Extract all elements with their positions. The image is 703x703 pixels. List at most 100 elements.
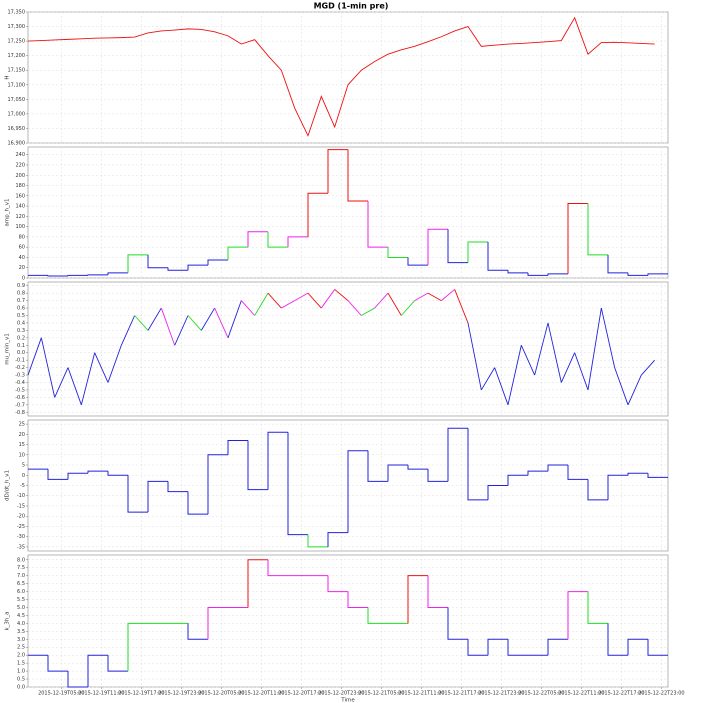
line-segment <box>361 307 375 316</box>
line-segment <box>427 292 442 302</box>
line-segment <box>480 367 496 391</box>
y-tick-label: 17,350 <box>8 10 26 16</box>
line-segment <box>441 289 455 301</box>
step-segment <box>427 469 448 482</box>
y-tick-label: -0.6 <box>15 395 25 401</box>
line-segment <box>640 359 656 376</box>
y-tick-label: 0.5 <box>17 313 25 319</box>
line-segment <box>587 307 602 391</box>
line-segment <box>187 315 202 331</box>
step-segment <box>467 428 488 501</box>
step-segment <box>607 254 628 274</box>
step-segment <box>447 427 468 482</box>
y-tick-label: 180 <box>15 183 25 189</box>
line-segment <box>387 292 402 316</box>
y-tick-label: 17,300 <box>8 24 26 30</box>
step-segment <box>427 575 448 608</box>
step-segment <box>427 228 448 266</box>
step-segment <box>267 559 288 577</box>
step-segment <box>347 149 368 202</box>
x-tick-label: 2015-12-22T17:00 <box>598 691 645 697</box>
step-segment <box>227 439 248 455</box>
step-segment <box>147 254 168 269</box>
y-tick-label: 6.5 <box>17 581 25 587</box>
y-tick-label: 2.0 <box>17 653 25 659</box>
y-tick-label: 140 <box>15 204 25 210</box>
y-tick-label: -35 <box>17 544 25 550</box>
y-tick-label: 0.4 <box>17 320 25 326</box>
step-segment <box>407 575 428 624</box>
y-tick-label: -5 <box>20 483 25 489</box>
line-segment <box>134 315 149 331</box>
step-segment <box>127 254 148 273</box>
y-tick-label: 0.0 <box>17 350 25 356</box>
step-segment <box>267 431 288 490</box>
line-segment <box>200 307 216 331</box>
y-tick-label: 4.5 <box>17 613 25 619</box>
y-tick-label: 3.0 <box>17 637 25 643</box>
step-segment <box>227 246 248 261</box>
step-segment <box>187 264 208 271</box>
step-segment <box>47 655 68 672</box>
y-tick-label: 8.0 <box>17 557 25 563</box>
y-tick-label: 3.5 <box>17 629 25 635</box>
step-segment <box>627 272 648 276</box>
step-segment <box>507 270 528 274</box>
y-tick-label: 7.0 <box>17 573 25 579</box>
line-segment <box>320 289 336 309</box>
y-tick-label: -0.4 <box>15 380 25 386</box>
y-tick-label: -0.1 <box>15 358 25 364</box>
step-segment <box>567 465 588 480</box>
step-segment <box>587 203 608 256</box>
step-segment <box>247 440 268 491</box>
line-segment <box>467 322 482 391</box>
line-segment <box>267 292 282 309</box>
y-tick-label: 0.1 <box>17 343 25 349</box>
line-segment <box>374 292 389 309</box>
line-segment <box>27 337 42 376</box>
step-segment <box>647 273 668 276</box>
step-segment <box>647 473 668 478</box>
step-segment <box>367 607 388 624</box>
step-segment <box>547 273 568 276</box>
step-segment <box>407 257 428 266</box>
y-axis-label: mu_min_v1 <box>5 333 11 364</box>
step-segment <box>307 192 328 237</box>
y-tick-label: 17,000 <box>8 111 26 117</box>
y-tick-label: 1.5 <box>17 661 25 667</box>
step-segment <box>527 470 548 476</box>
line-segment <box>281 300 295 309</box>
x-tick-label: 2015-12-21T17:00 <box>438 691 485 697</box>
y-tick-label: 25 <box>19 422 25 428</box>
y-tick-label: 5 <box>22 463 25 469</box>
step-segment <box>387 464 408 482</box>
y-tick-label: -25 <box>17 524 25 530</box>
step-segment <box>467 241 488 263</box>
line-segment <box>80 352 96 405</box>
step-segment <box>307 534 328 548</box>
y-tick-label: 17,050 <box>8 97 26 103</box>
step-segment <box>587 591 608 624</box>
x-tick-label: 2015-12-20T17:00 <box>278 691 325 697</box>
line-segment <box>574 352 589 391</box>
step-segment <box>447 607 468 640</box>
y-tick-label: 7.5 <box>17 565 25 571</box>
step-segment <box>127 622 148 672</box>
data-line <box>27 16 655 137</box>
line-segment <box>560 352 576 383</box>
y-axis-label: dD/dt_h_v1 <box>5 470 11 501</box>
step-segment <box>327 532 348 547</box>
y-tick-label: -20 <box>17 514 25 520</box>
line-segment <box>347 300 362 316</box>
step-segment <box>347 591 368 608</box>
x-tick-label: 2015-12-21T11:00 <box>398 691 445 697</box>
panel-frame <box>27 11 669 144</box>
step-segment <box>327 149 348 194</box>
step-segment <box>87 654 108 687</box>
step-segment <box>187 623 208 640</box>
step-segment <box>67 274 88 276</box>
step-segment <box>467 639 488 656</box>
y-tick-label: 17,250 <box>8 39 26 45</box>
step-segment <box>547 638 568 656</box>
line-segment <box>507 345 522 405</box>
